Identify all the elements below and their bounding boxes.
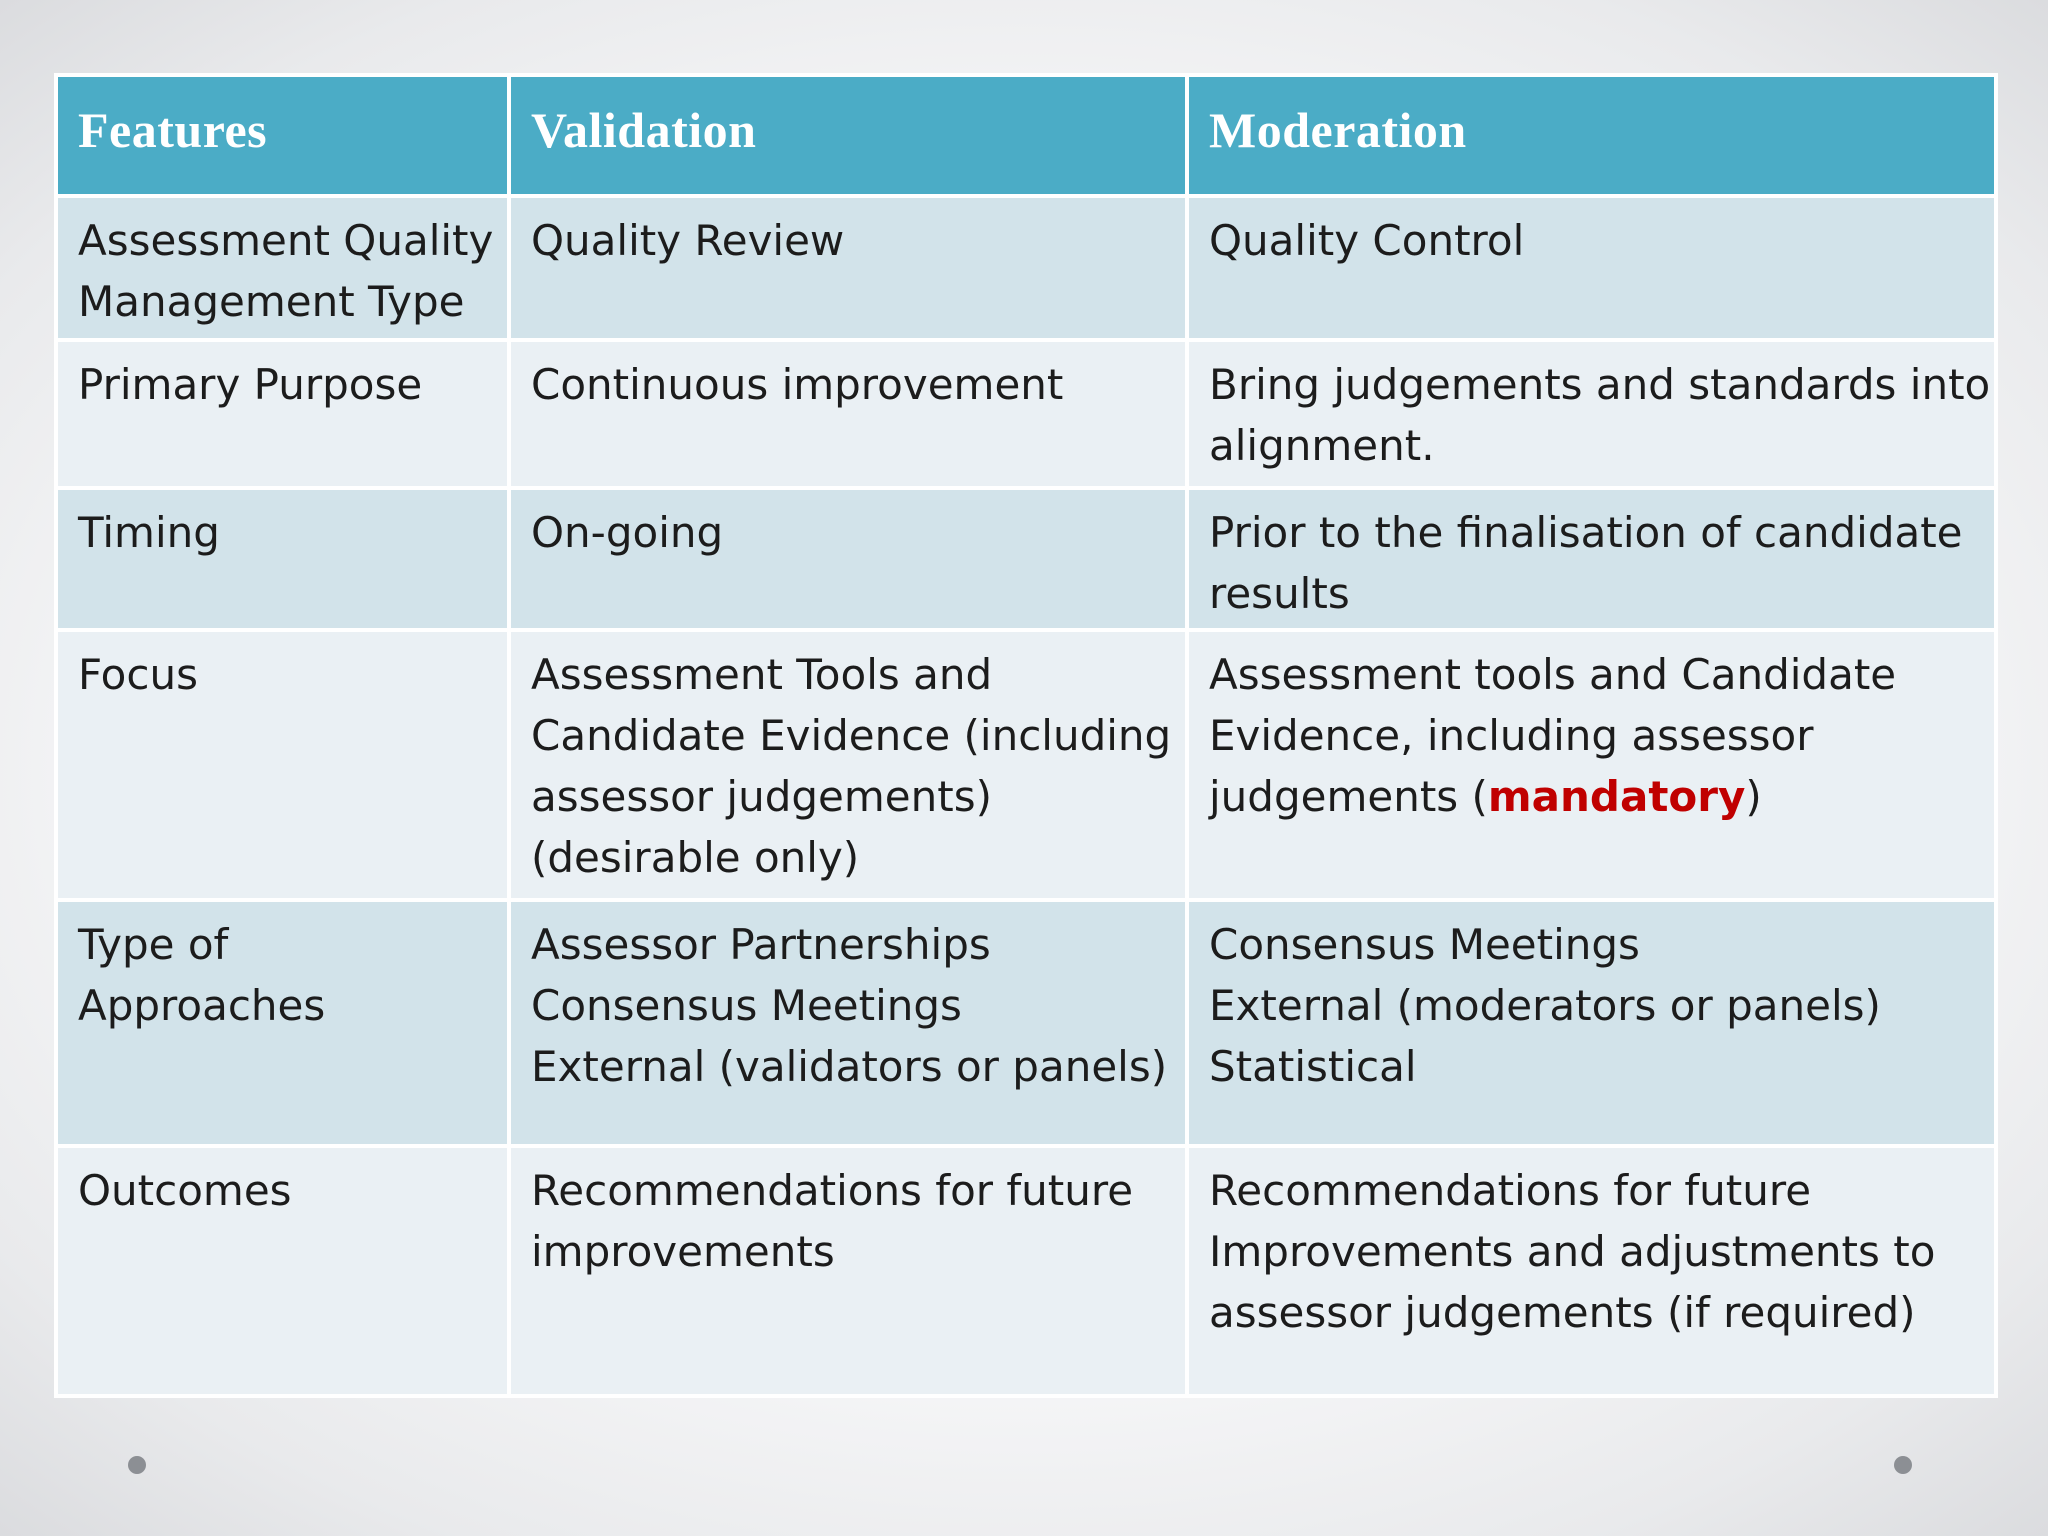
row-primary-purpose: Primary Purpose Continuous improvement B… <box>54 338 1998 490</box>
cell-line: External (moderators or panels) <box>1209 981 1881 1030</box>
cell-line: Improvements and adjustments to <box>1209 1227 1936 1276</box>
moderation-cell: Prior to the finalisation of candidate r… <box>1185 486 1998 632</box>
cell-line: Recommendations for future <box>1209 1166 1812 1215</box>
cell-line: Quality Review <box>531 216 845 265</box>
cell-line-with-highlight: judgements (mandatory) <box>1209 766 1980 827</box>
cell-line: Statistical <box>1209 1042 1417 1091</box>
moderation-cell: Assessment tools and Candidate Evidence,… <box>1185 628 1998 902</box>
decorative-dot-right <box>1894 1456 1912 1474</box>
mandatory-highlight: mandatory <box>1487 772 1746 821</box>
header-features: Features <box>54 73 511 198</box>
cell-line: alignment. <box>1209 421 1435 470</box>
cell-line: Focus <box>78 650 198 699</box>
cell-line: Evidence, including assessor <box>1209 711 1814 760</box>
header-moderation: Moderation <box>1185 73 1998 198</box>
cell-line: Assessor Partnerships <box>531 920 991 969</box>
feature-cell: Focus <box>54 628 511 902</box>
cell-line: Approaches <box>78 981 326 1030</box>
cell-line: Outcomes <box>78 1166 292 1215</box>
cell-text: ) <box>1745 772 1762 821</box>
cell-line: Quality Control <box>1209 216 1525 265</box>
row-management-type: Assessment Quality Management Type Quali… <box>54 194 1998 342</box>
validation-cell: Quality Review <box>507 194 1189 342</box>
validation-cell: Assessor Partnerships Consensus Meetings… <box>507 898 1189 1148</box>
feature-cell: Type of Approaches <box>54 898 511 1148</box>
cell-line: Consensus Meetings <box>1209 920 1640 969</box>
row-timing: Timing On-going Prior to the finalisatio… <box>54 486 1998 632</box>
feature-cell: Outcomes <box>54 1144 511 1398</box>
cell-line: Consensus Meetings <box>531 981 962 1030</box>
cell-line: Bring judgements and standards into <box>1209 360 1991 409</box>
cell-line: results <box>1209 569 1350 618</box>
cell-line: improvements <box>531 1227 835 1276</box>
moderation-cell: Quality Control <box>1185 194 1998 342</box>
row-outcomes: Outcomes Recommendations for future impr… <box>54 1144 1998 1398</box>
table-header-row: Features Validation Moderation <box>54 73 1998 198</box>
cell-line: Management Type <box>78 277 465 326</box>
moderation-cell: Recommendations for future Improvements … <box>1185 1144 1998 1398</box>
feature-cell: Timing <box>54 486 511 632</box>
feature-cell: Primary Purpose <box>54 338 511 490</box>
cell-line: Assessment tools and Candidate <box>1209 650 1897 699</box>
cell-line: Primary Purpose <box>78 360 423 409</box>
cell-line: Timing <box>78 508 220 557</box>
moderation-cell: Consensus Meetings External (moderators … <box>1185 898 1998 1148</box>
cell-text: judgements ( <box>1209 772 1488 821</box>
moderation-cell: Bring judgements and standards into alig… <box>1185 338 1998 490</box>
cell-line: (desirable only) <box>531 833 860 882</box>
cell-line: Recommendations for future <box>531 1166 1134 1215</box>
row-approaches: Type of Approaches Assessor Partnerships… <box>54 898 1998 1148</box>
cell-line: Candidate Evidence (including <box>531 711 1172 760</box>
cell-line: On-going <box>531 508 724 557</box>
decorative-dot-left <box>128 1456 146 1474</box>
validation-cell: Assessment Tools and Candidate Evidence … <box>507 628 1189 902</box>
cell-line: Continuous improvement <box>531 360 1064 409</box>
row-focus: Focus Assessment Tools and Candidate Evi… <box>54 628 1998 902</box>
cell-line: assessor judgements) <box>531 772 992 821</box>
cell-line: External (validators or panels) <box>531 1042 1168 1091</box>
feature-cell: Assessment Quality Management Type <box>54 194 511 342</box>
header-validation: Validation <box>507 73 1189 198</box>
cell-line: assessor judgements (if required) <box>1209 1288 1916 1337</box>
validation-cell: Continuous improvement <box>507 338 1189 490</box>
validation-cell: Recommendations for future improvements <box>507 1144 1189 1398</box>
validation-cell: On-going <box>507 486 1189 632</box>
cell-line: Prior to the finalisation of candidate <box>1209 508 1963 557</box>
cell-line: Type of <box>78 920 229 969</box>
cell-line: Assessment Quality <box>78 216 494 265</box>
comparison-table: Features Validation Moderation Assessmen… <box>54 73 1998 1398</box>
cell-line: Assessment Tools and <box>531 650 993 699</box>
